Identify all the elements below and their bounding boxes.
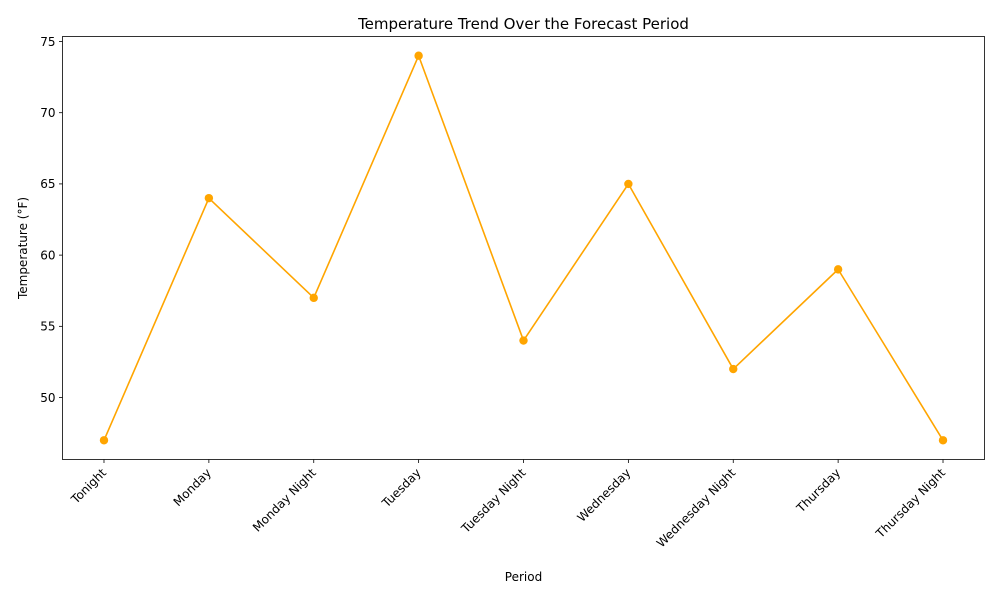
plot-area-frame bbox=[62, 36, 985, 460]
y-tick-label: 70 bbox=[40, 106, 55, 120]
x-tick-label: Monday bbox=[171, 466, 214, 509]
data-point bbox=[414, 51, 423, 60]
y-tick-label: 75 bbox=[40, 35, 55, 49]
x-tick-label: Tuesday Night bbox=[458, 466, 529, 537]
data-point bbox=[729, 364, 738, 374]
x-tick-label: Thursday bbox=[793, 466, 843, 516]
x-tick-label: Monday Night bbox=[250, 466, 319, 535]
y-axis-ticks: 50 55 60 65 70 75 bbox=[40, 35, 63, 405]
y-tick-label: 60 bbox=[40, 248, 55, 262]
y-tick-label: 65 bbox=[40, 177, 55, 191]
y-tick-label: 55 bbox=[40, 320, 55, 334]
series-line bbox=[103, 54, 944, 441]
data-point bbox=[833, 265, 843, 274]
x-tick-label: Wednesday bbox=[574, 466, 633, 525]
x-tick-label: Tuesday bbox=[379, 466, 424, 511]
data-point bbox=[519, 336, 528, 345]
chart-title: Temperature Trend Over the Forecast Peri… bbox=[357, 15, 689, 33]
data-point bbox=[309, 293, 318, 303]
data-point bbox=[99, 436, 109, 445]
data-point bbox=[624, 179, 633, 189]
x-tick-label: Thursday Night bbox=[873, 466, 949, 542]
x-tick-label: Wednesday Night bbox=[654, 466, 739, 551]
data-point bbox=[938, 436, 948, 445]
data-point bbox=[204, 193, 214, 203]
y-tick-label: 50 bbox=[40, 391, 55, 405]
x-axis-label: Period bbox=[505, 570, 542, 584]
x-tick-label: Tonight bbox=[68, 466, 110, 508]
x-axis-ticks: Tonight Monday Monday Night Tuesday Tuesday … bbox=[68, 459, 949, 551]
temperature-series bbox=[99, 51, 948, 445]
y-axis-label: Temperature (°F) bbox=[16, 197, 30, 300]
